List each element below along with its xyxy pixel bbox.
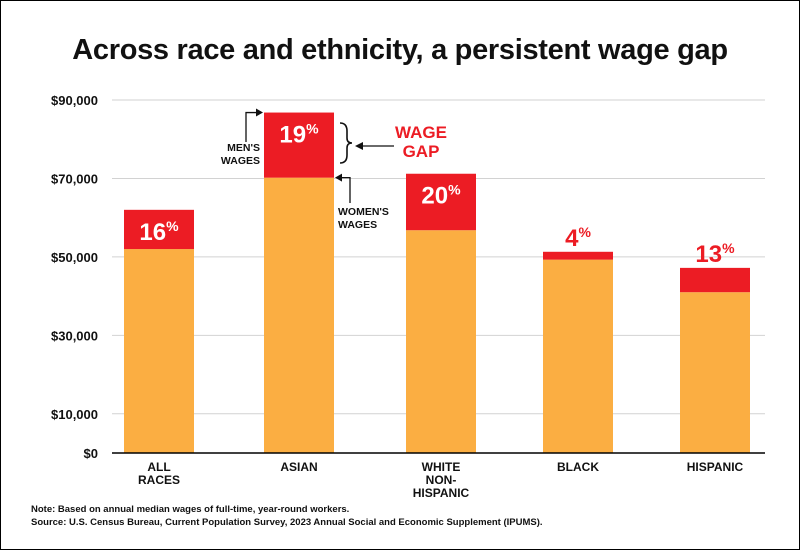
gap-percent-label: 4% [565,224,591,252]
y-tick-label: $50,000 [51,250,98,265]
y-tick-label: $30,000 [51,328,98,343]
x-category-label: BLACK [557,460,599,474]
x-category-label: HISPANIC [413,486,470,500]
gap-percent-label: 16% [139,218,179,246]
mens-wages-arrowhead [256,108,263,117]
mens-wages-arrow [245,111,259,142]
gap-percent-sign: % [166,218,179,234]
gap-percent-number: 16 [139,219,166,246]
wage-gap-segment [543,251,613,260]
women-wage-bar [543,259,613,453]
x-category-label: RACES [138,473,180,487]
x-category-label: ASIAN [280,460,317,474]
mens-wages-label: MEN'S [227,142,260,154]
note-text: Note: Based on annual median wages of fu… [31,504,350,515]
gap-percent-number: 13 [695,241,722,268]
wage-gap-segment [406,173,476,231]
gap-percent-label: 13% [695,240,735,268]
gap-percent-sign: % [722,240,735,256]
gap-percent-number: 4 [565,225,579,252]
wage-gap-segment [680,267,750,293]
women-wage-bar [680,292,750,453]
gap-percent-label: 20% [421,182,461,210]
x-category-label: WHITE [422,460,461,474]
womens-wages-arrow [339,177,351,203]
women-wage-bar [264,177,334,453]
womens-wages-label: WAGES [338,219,377,231]
gap-percent-label: 19% [279,121,319,149]
wage-gap-brace [339,122,353,164]
x-category-label: ALL [147,460,170,474]
women-wage-bar [124,249,194,453]
wage-gap-arrowhead [355,142,363,150]
y-tick-label: $70,000 [51,171,98,186]
wage-gap-label: GAP [403,142,440,161]
y-tick-label: $10,000 [51,407,98,422]
y-tick-label: $90,000 [51,93,98,108]
gap-percent-number: 19 [279,122,306,149]
women-wage-bar [406,230,476,453]
wage-gap-segment [264,112,334,178]
x-category-label: NON- [426,473,457,487]
womens-wages-arrowhead [335,173,342,182]
gap-percent-sign: % [448,182,461,198]
source-text: Source: U.S. Census Bureau, Current Popu… [31,517,543,528]
chart-notes: Note: Based on annual median wages of fu… [31,503,543,529]
wage-gap-label: WAGE [395,123,447,142]
womens-wages-label: WOMEN'S [338,206,389,218]
gap-percent-sign: % [578,224,591,240]
gap-percent-sign: % [306,121,319,137]
gap-percent-number: 20 [421,183,448,210]
y-tick-label: $0 [84,446,98,461]
wage-gap-segment [124,209,194,250]
x-category-label: HISPANIC [687,460,744,474]
chart-title: Across race and ethnicity, a persistent … [72,34,728,66]
mens-wages-label: WAGES [221,155,260,167]
